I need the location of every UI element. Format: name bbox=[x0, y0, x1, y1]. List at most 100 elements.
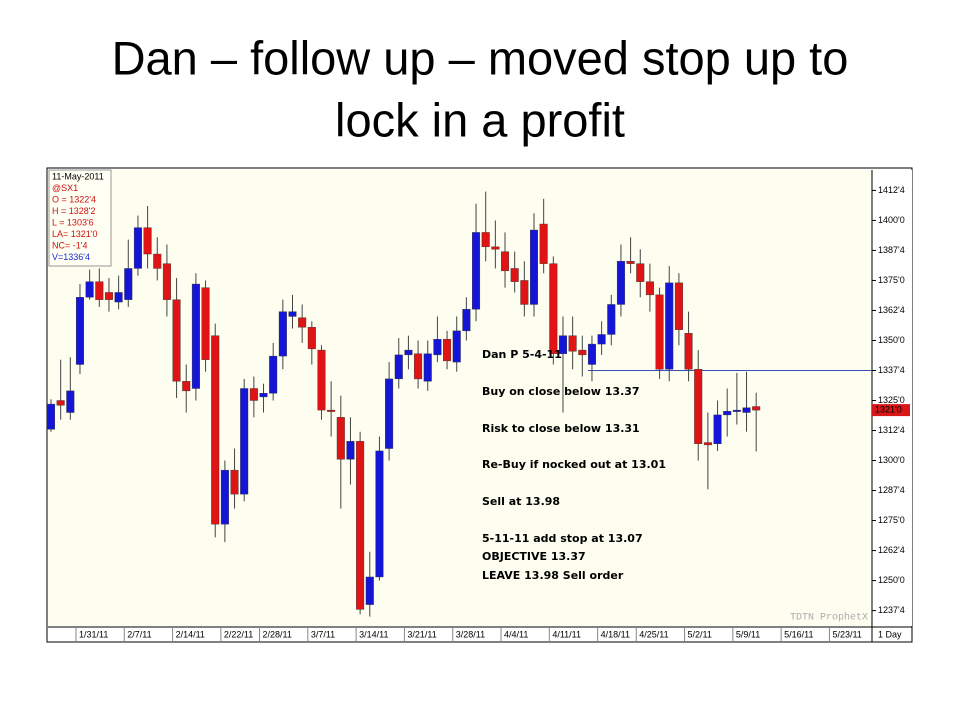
candle-body bbox=[462, 309, 471, 332]
y-tick-label: 1375'0 bbox=[878, 275, 905, 285]
candle-body bbox=[278, 311, 287, 357]
y-tick-label: 1300'0 bbox=[878, 455, 905, 465]
price-axis bbox=[872, 170, 912, 626]
annotation: Buy on close below 13.37 bbox=[482, 385, 640, 398]
y-tick-label: 1387'4 bbox=[878, 245, 905, 255]
annotation: Re-Buy if nocked out at 13.01 bbox=[482, 458, 666, 471]
candle-body bbox=[481, 232, 490, 248]
y-tick-label: 1262'4 bbox=[878, 545, 905, 555]
info-line: @SX1 bbox=[52, 183, 78, 193]
last-price-label: 1321'0 bbox=[875, 404, 902, 414]
x-tick-label: 1/31/11 bbox=[79, 629, 108, 639]
candle-body bbox=[423, 353, 432, 382]
info-line: V=1336'4 bbox=[52, 252, 90, 262]
candle-body bbox=[539, 223, 548, 264]
candle-body bbox=[472, 232, 481, 310]
y-tick-label: 1412'4 bbox=[878, 185, 905, 195]
candle-body bbox=[153, 253, 162, 269]
candle-body bbox=[404, 349, 413, 356]
x-tick-label: 4/25/11 bbox=[639, 629, 668, 639]
period-label: 1 Day bbox=[878, 629, 902, 639]
x-tick-label: 2/7/11 bbox=[127, 629, 151, 639]
annotation: Risk to close below 13.31 bbox=[482, 422, 640, 435]
candle-body bbox=[520, 280, 529, 305]
candle-body bbox=[558, 335, 567, 354]
x-tick-label: 3/21/11 bbox=[407, 629, 436, 639]
candle-body bbox=[133, 227, 142, 269]
candle-body bbox=[723, 411, 732, 416]
y-tick-label: 1337'4 bbox=[878, 365, 905, 375]
candle-body bbox=[66, 390, 75, 413]
candle-body bbox=[703, 442, 712, 446]
x-tick-label: 3/7/11 bbox=[311, 629, 335, 639]
y-tick-label: 1275'0 bbox=[878, 515, 905, 525]
candle-body bbox=[230, 469, 239, 495]
x-tick-label: 2/22/11 bbox=[224, 629, 253, 639]
y-tick-label: 1325'0 bbox=[878, 395, 905, 405]
candle-body bbox=[587, 343, 596, 365]
candle-body bbox=[530, 229, 539, 305]
candle-body bbox=[684, 333, 693, 370]
info-line: NC= -1'4 bbox=[52, 240, 87, 250]
candle-body bbox=[452, 330, 461, 363]
candle-body bbox=[742, 407, 751, 413]
x-tick-label: 4/11/11 bbox=[552, 629, 581, 639]
candle-body bbox=[298, 317, 307, 328]
candle-body bbox=[269, 355, 278, 394]
slide-title: Dan – follow up – moved stop up to bbox=[112, 31, 849, 84]
candle-body bbox=[636, 263, 645, 282]
candle-body bbox=[549, 263, 558, 354]
candle-body bbox=[259, 393, 268, 398]
info-line: 11-May-2011 bbox=[52, 171, 104, 181]
candle-body bbox=[201, 287, 210, 360]
x-tick-label: 3/14/11 bbox=[359, 629, 388, 639]
candle-body bbox=[307, 327, 316, 350]
x-tick-label: 5/16/11 bbox=[784, 629, 813, 639]
candle-body bbox=[211, 335, 220, 525]
candle-body bbox=[674, 282, 683, 330]
y-tick-label: 1287'4 bbox=[878, 485, 905, 495]
candle-body bbox=[47, 403, 56, 430]
plot-area bbox=[48, 170, 872, 626]
annotation: OBJECTIVE 13.37 bbox=[482, 550, 586, 563]
x-tick-label: 5/9/11 bbox=[736, 629, 760, 639]
candle-body bbox=[665, 282, 674, 370]
candle-body bbox=[327, 409, 336, 412]
candle-body bbox=[317, 349, 326, 411]
candle-body bbox=[433, 339, 442, 356]
candle-body bbox=[385, 378, 394, 449]
candle-body bbox=[732, 409, 741, 412]
candle-body bbox=[655, 294, 664, 370]
candle-body bbox=[713, 414, 722, 444]
last-price-box bbox=[872, 404, 910, 417]
candle-body bbox=[752, 406, 761, 411]
info-box bbox=[48, 169, 112, 267]
x-tick-label: 5/2/11 bbox=[688, 629, 712, 639]
candle-body bbox=[288, 311, 297, 317]
candle-body bbox=[104, 292, 113, 300]
x-tick-label: 2/14/11 bbox=[176, 629, 205, 639]
x-tick-label: 3/28/11 bbox=[456, 629, 485, 639]
slide-title: lock in a profit bbox=[335, 93, 625, 146]
annotation: Sell at 13.98 bbox=[482, 495, 560, 508]
candle-body bbox=[249, 388, 258, 401]
candle-body bbox=[172, 299, 181, 382]
candle-body bbox=[220, 469, 229, 525]
candle-body bbox=[56, 400, 65, 406]
candle-body bbox=[578, 349, 587, 356]
info-line: H = 1328'2 bbox=[52, 206, 96, 216]
y-tick-label: 1312'4 bbox=[878, 425, 905, 435]
watermark: TDTN ProphetX bbox=[790, 612, 868, 624]
candle-body bbox=[501, 251, 510, 272]
annotation: LEAVE 13.98 Sell order bbox=[482, 569, 624, 582]
candle-body bbox=[597, 334, 606, 345]
candle-body bbox=[694, 369, 703, 444]
candle-body bbox=[346, 441, 355, 460]
candle-body bbox=[75, 297, 84, 365]
y-tick-label: 1250'0 bbox=[878, 575, 905, 585]
candle-body bbox=[336, 417, 345, 460]
candle-body bbox=[114, 292, 123, 303]
x-tick-label: 5/23/11 bbox=[832, 629, 861, 639]
y-tick-label: 1350'0 bbox=[878, 335, 905, 345]
